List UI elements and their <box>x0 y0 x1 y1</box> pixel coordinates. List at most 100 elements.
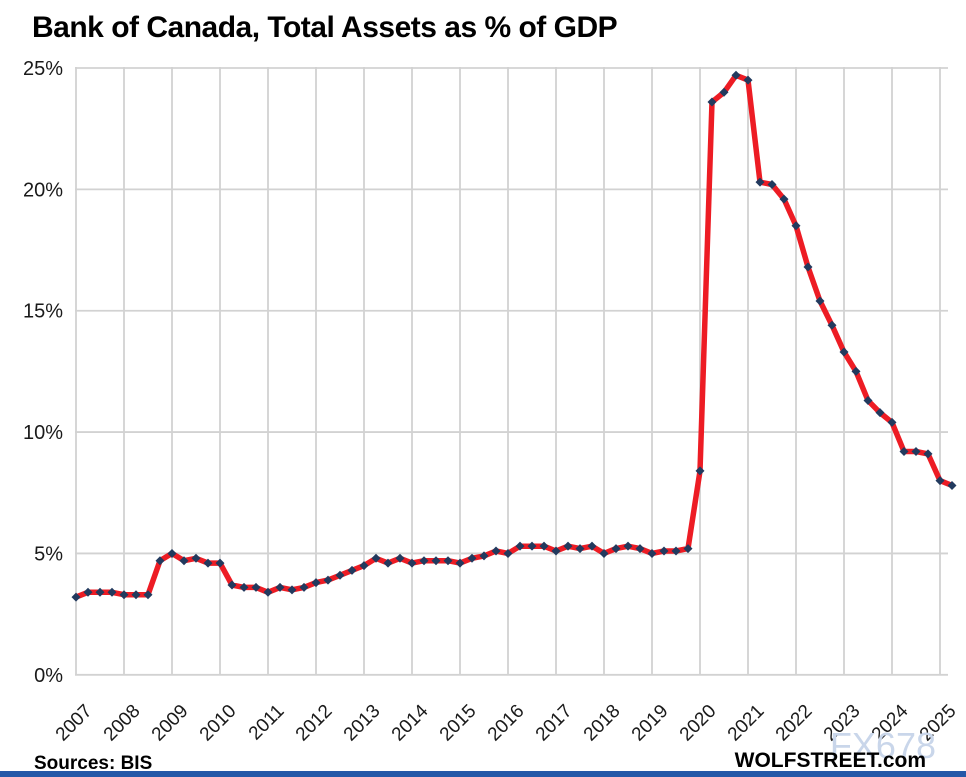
data-point-marker <box>335 570 345 580</box>
data-point-marker <box>767 180 777 190</box>
data-point-marker <box>827 320 837 330</box>
branding-label: WOLFSTREET.com <box>735 749 926 772</box>
data-point-marker <box>431 556 441 566</box>
data-point-marker <box>215 558 225 568</box>
data-point-marker <box>203 558 213 568</box>
data-point-marker <box>911 446 921 456</box>
data-point-marker <box>83 587 93 597</box>
data-point-marker <box>731 70 741 80</box>
data-point-marker <box>143 590 153 600</box>
data-point-marker <box>131 590 141 600</box>
x-axis-label: 2022 <box>772 701 817 746</box>
data-point-marker <box>635 544 645 554</box>
watermark-fx678: FX678 <box>830 725 936 766</box>
data-point-marker <box>791 221 801 231</box>
x-axis-label: 2012 <box>292 701 337 746</box>
x-axis-label: 2011 <box>245 701 289 745</box>
data-point-marker <box>683 544 693 554</box>
data-point-marker <box>611 544 621 554</box>
y-axis-label: 0% <box>34 665 63 687</box>
x-axis-label: 2008 <box>100 701 145 746</box>
x-axis-label: 2016 <box>484 701 529 746</box>
data-point-marker <box>887 417 897 427</box>
x-axis-label: 2013 <box>340 701 385 746</box>
data-point-marker <box>527 541 537 551</box>
data-point-marker <box>623 541 633 551</box>
data-point-marker <box>563 541 573 551</box>
data-point-marker <box>275 582 285 592</box>
bottom-accent-bar <box>0 771 966 777</box>
data-point-marker <box>719 87 729 97</box>
data-point-marker <box>599 548 609 558</box>
sources-label: Sources: BIS <box>34 753 152 774</box>
y-axis-label: 10% <box>23 422 63 444</box>
data-point-marker <box>419 556 429 566</box>
x-axis-label: 2021 <box>724 701 769 746</box>
data-point-marker <box>395 553 405 563</box>
data-point-marker <box>923 449 933 459</box>
data-point-marker <box>539 541 549 551</box>
data-point-marker <box>407 558 417 568</box>
data-point-marker <box>515 541 525 551</box>
data-point-marker <box>647 548 657 558</box>
x-axis-label: 2007 <box>52 701 97 746</box>
y-axis: 0% 5% 10% 15% 20% 25% <box>23 58 63 687</box>
data-point-marker <box>659 546 669 556</box>
data-point-marker <box>551 546 561 556</box>
data-point-marker <box>323 575 333 585</box>
data-point-marker <box>587 541 597 551</box>
x-axis-label: 2010 <box>196 701 241 746</box>
data-point-marker <box>287 585 297 595</box>
y-axis-label: 15% <box>23 301 63 323</box>
data-point-marker <box>383 558 393 568</box>
data-point-marker <box>263 587 273 597</box>
data-point-marker <box>71 592 81 602</box>
data-point-marker <box>575 544 585 554</box>
data-point-marker <box>707 97 717 107</box>
gridlines <box>75 67 948 676</box>
data-point-marker <box>107 587 117 597</box>
y-axis-label: 5% <box>34 543 63 565</box>
data-line <box>73 72 955 600</box>
data-point-marker <box>875 408 885 418</box>
data-point-marker <box>359 561 369 571</box>
data-point-marker <box>443 556 453 566</box>
data-point-marker <box>815 296 825 306</box>
data-point-marker <box>935 476 945 486</box>
data-point-marker <box>95 587 105 597</box>
chart-title: Bank of Canada, Total Assets as % of GDP <box>32 11 617 44</box>
data-point-marker <box>167 548 177 558</box>
data-point-marker <box>851 366 861 376</box>
data-point-marker <box>227 580 237 590</box>
data-point-marker <box>311 578 321 588</box>
x-axis-label: 2009 <box>148 701 193 746</box>
data-point-marker <box>119 590 129 600</box>
data-point-marker <box>191 553 201 563</box>
data-point-marker <box>479 551 489 561</box>
y-axis-label: 20% <box>23 179 63 201</box>
y-axis-label: 25% <box>23 58 63 80</box>
data-point-marker <box>947 480 957 490</box>
x-axis: 2007 2008 2009 2010 2011 2012 2013 2014 2015 2016… <box>52 700 961 745</box>
data-point-marker <box>503 548 513 558</box>
x-axis-label: 2019 <box>628 701 673 746</box>
data-point-marker <box>839 347 849 357</box>
x-axis-label: 2014 <box>388 700 433 745</box>
data-point-marker <box>755 177 765 187</box>
data-point-marker <box>743 75 753 85</box>
data-point-marker <box>251 582 261 592</box>
x-axis-label: 2020 <box>676 701 721 746</box>
data-point-marker <box>491 546 501 556</box>
data-point-marker <box>695 466 705 476</box>
data-point-marker <box>467 553 477 563</box>
data-point-marker <box>455 558 465 568</box>
data-point-marker <box>155 556 165 566</box>
data-point-marker <box>671 546 681 556</box>
x-axis-label: 2018 <box>580 701 625 746</box>
data-point-marker <box>179 556 189 566</box>
x-axis-label: 2015 <box>436 701 481 746</box>
data-point-marker <box>779 194 789 204</box>
data-point-marker <box>371 553 381 563</box>
